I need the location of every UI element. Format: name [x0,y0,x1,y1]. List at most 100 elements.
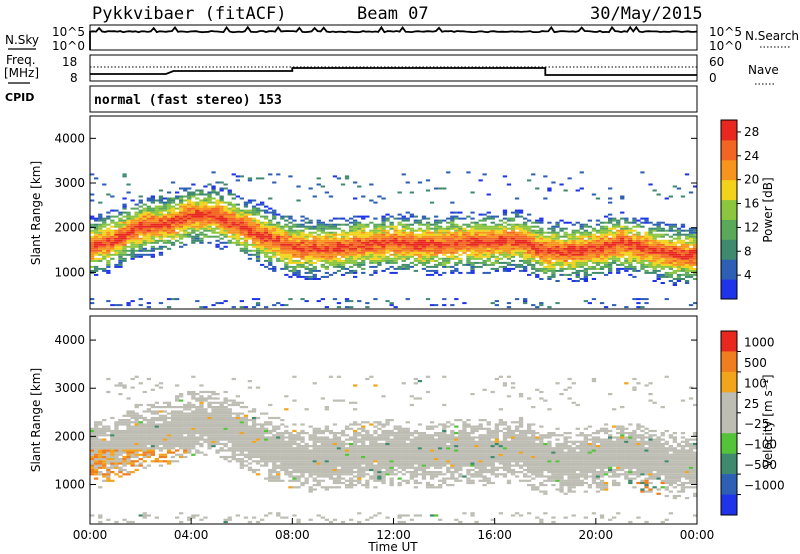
power-cell [381,231,386,234]
power-cell [284,245,289,248]
power-cell [170,207,176,210]
power-cell [381,225,386,228]
power-cell [438,239,443,242]
power-cell [579,233,584,236]
power-cell [608,269,613,272]
power-cell [543,269,548,272]
power-cell [603,227,609,230]
power-cell [668,259,673,262]
power-cell [551,265,556,268]
velocity-cell [110,436,115,439]
power-cell [170,229,176,232]
power-cell [336,259,342,262]
power-cell [170,298,176,301]
velocity-cell [207,427,212,430]
power-cell [688,249,694,252]
velocity-cell [114,458,119,461]
power-cell [652,243,657,246]
power-cell [353,181,358,184]
power-cell [207,217,212,220]
power-cell [571,239,576,242]
power-cell [312,269,317,272]
velocity-cell [175,460,180,463]
velocity-cell [251,408,257,411]
power-cell [118,221,123,224]
power-cell [126,237,131,240]
y-tick-label: 3000 [54,176,85,190]
power-cell [300,298,305,301]
power-cell [535,187,540,190]
velocity-cell [166,425,172,428]
power-cell [175,197,180,200]
power-cell [486,235,491,238]
power-cell [518,223,524,226]
velocity-cell [316,460,321,463]
power-cell [227,193,232,196]
power-cell [450,201,455,204]
power-cell [357,253,362,256]
power-cell [90,269,95,272]
power-cell [195,219,200,222]
power-cell [377,245,382,248]
power-cell [166,199,172,202]
power-cell [349,251,354,254]
power-cell [535,239,540,242]
power-cell [527,261,532,264]
power-cell [389,215,394,218]
power-cell [693,263,698,266]
power-cell [308,255,313,258]
velocity-cell [211,436,216,439]
power-cell [539,257,544,260]
power-cell [170,199,176,202]
power-cell [409,249,414,252]
power-cell [288,251,293,254]
power-cell [154,205,159,208]
power-cell [118,225,123,228]
power-cell [324,271,329,274]
power-cell [166,241,172,244]
power-cell [664,298,669,301]
velocity-cell [94,471,99,474]
power-cell [490,261,495,264]
power-cell [353,257,358,260]
power-cell [413,239,418,242]
power-cell [632,267,637,270]
power-cell [134,219,139,222]
power-cell [344,237,350,240]
velocity-cell [187,412,192,415]
velocity-cell [316,481,321,485]
power-cell [458,241,463,244]
power-cell [474,245,479,248]
power-cell [446,233,451,236]
power-cell [243,217,249,220]
power-cell [591,257,597,260]
power-cell [353,215,358,218]
power-cell [648,265,653,268]
power-cell [466,257,471,260]
power-cell [660,229,665,232]
power-cell [579,263,584,266]
power-cell [616,245,621,248]
power-cell [575,259,580,262]
power-cell [599,251,605,254]
power-cell [146,205,151,208]
velocity-cell [98,462,103,465]
power-cell [413,247,418,250]
power-cell [616,263,621,266]
power-cell [320,225,325,228]
power-cell [340,239,346,242]
velocity-cell [102,455,107,459]
velocity-cell [191,410,196,413]
power-cell [389,223,394,226]
power-cell [466,271,471,274]
velocity-cell [247,449,253,452]
velocity-cell [94,442,99,446]
velocity-cell [251,460,257,463]
velocity-cell [138,427,143,430]
power-cell [166,211,172,214]
power-cell [361,237,366,240]
velocity-cell [284,451,289,454]
power-cell [506,302,512,305]
power-cell [308,225,313,228]
power-cell [531,265,536,268]
